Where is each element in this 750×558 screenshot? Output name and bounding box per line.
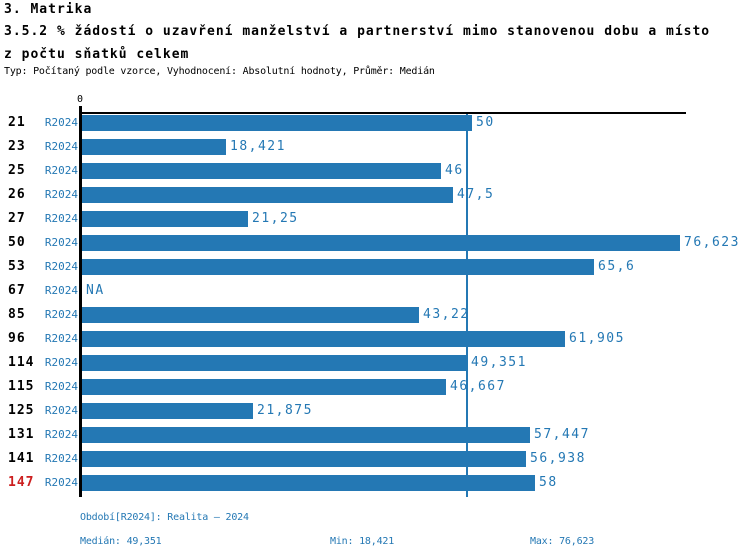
- bar-value-label: 46,667: [450, 379, 506, 394]
- chart-row: 147 R2024 58: [0, 475, 750, 491]
- row-category-label: 125: [8, 403, 35, 418]
- chart-row: 27 R2024 21,25: [0, 211, 750, 227]
- row-category-label: 131: [8, 427, 35, 442]
- bar: [82, 139, 226, 155]
- chart-row: 21 R2024 50: [0, 115, 750, 131]
- indicator-title-line1: 3.5.2 % žádostí o uzavření manželství a …: [4, 24, 711, 39]
- row-series-label: R2024: [44, 404, 78, 417]
- bar-value-label: 21,875: [257, 403, 313, 418]
- row-series-label: R2024: [44, 188, 78, 201]
- row-series-label: R2024: [44, 356, 78, 369]
- y-axis-line: [79, 106, 82, 497]
- row-category-label: 21: [8, 115, 26, 130]
- chart-row: 125 R2024 21,875: [0, 403, 750, 419]
- row-category-label: 27: [8, 211, 26, 226]
- row-series-label: R2024: [44, 284, 78, 297]
- bar-value-label: 58: [539, 475, 558, 490]
- chart-row: 67 R2024 NA: [0, 283, 750, 299]
- bar: [82, 451, 526, 467]
- bar-value-label: 65,6: [598, 259, 636, 274]
- bar-value-label: 61,905: [569, 331, 625, 346]
- row-series-label: R2024: [44, 260, 78, 273]
- median-stat: Medián: 49,351: [80, 536, 162, 547]
- bar: [82, 163, 441, 179]
- bar: [82, 235, 680, 251]
- row-series-label: R2024: [44, 236, 78, 249]
- chart-row: 26 R2024 47,5: [0, 187, 750, 203]
- bar: [82, 427, 530, 443]
- chart-row: 115 R2024 46,667: [0, 379, 750, 395]
- chart-row: 96 R2024 61,905: [0, 331, 750, 347]
- row-category-label: 25: [8, 163, 26, 178]
- period-legend: Období[R2024]: Realita – 2024: [80, 512, 249, 523]
- bar: [82, 115, 472, 131]
- chart-row: 141 R2024 56,938: [0, 451, 750, 467]
- max-stat: Max: 76,623: [530, 536, 595, 547]
- row-category-label: 147: [8, 475, 35, 490]
- bar: [82, 379, 446, 395]
- row-series-label: R2024: [44, 164, 78, 177]
- report-section-title: 3. Matrika: [4, 2, 93, 17]
- row-category-label: 50: [8, 235, 26, 250]
- bar: [82, 307, 419, 323]
- bar: [82, 355, 467, 371]
- bar: [82, 187, 453, 203]
- row-series-label: R2024: [44, 428, 78, 441]
- bar-value-label: 49,351: [471, 355, 527, 370]
- row-category-label: 53: [8, 259, 26, 274]
- bar-value-label: 47,5: [457, 187, 495, 202]
- chart-row: 50 R2024 76,623: [0, 235, 750, 251]
- chart-row: 85 R2024 43,22: [0, 307, 750, 323]
- row-category-label: 23: [8, 139, 26, 154]
- bar: [82, 475, 535, 491]
- na-value-label: NA: [86, 283, 105, 298]
- bar-value-label: 76,623: [684, 235, 740, 250]
- bar: [82, 403, 253, 419]
- bar-value-label: 43,22: [423, 307, 470, 322]
- row-category-label: 67: [8, 283, 26, 298]
- bar-value-label: 50: [476, 115, 495, 130]
- bar-value-label: 21,25: [252, 211, 299, 226]
- bar: [82, 331, 565, 347]
- chart-meta-subtitle: Typ: Počítaný podle vzorce, Vyhodnocení:…: [4, 66, 435, 77]
- chart-row: 23 R2024 18,421: [0, 139, 750, 155]
- bar-value-label: 18,421: [230, 139, 286, 154]
- chart-row: 114 R2024 49,351: [0, 355, 750, 371]
- row-series-label: R2024: [44, 308, 78, 321]
- row-series-label: R2024: [44, 116, 78, 129]
- chart-row: 53 R2024 65,6: [0, 259, 750, 275]
- median-reference-line: [466, 114, 468, 497]
- row-series-label: R2024: [44, 452, 78, 465]
- bar: [82, 211, 248, 227]
- bar: [82, 259, 594, 275]
- row-category-label: 115: [8, 379, 35, 394]
- row-category-label: 96: [8, 331, 26, 346]
- row-category-label: 141: [8, 451, 35, 466]
- row-category-label: 114: [8, 355, 35, 370]
- row-series-label: R2024: [44, 332, 78, 345]
- row-series-label: R2024: [44, 140, 78, 153]
- row-category-label: 85: [8, 307, 26, 322]
- indicator-title-line2: z počtu sňatků celkem: [4, 47, 190, 62]
- row-category-label: 26: [8, 187, 26, 202]
- chart-row: 25 R2024 46: [0, 163, 750, 179]
- x-axis-top-border: [80, 112, 686, 114]
- chart-row: 131 R2024 57,447: [0, 427, 750, 443]
- row-series-label: R2024: [44, 476, 78, 489]
- min-stat: Min: 18,421: [330, 536, 395, 547]
- bar-value-label: 56,938: [530, 451, 586, 466]
- bar-value-label: 46: [445, 163, 464, 178]
- bar-value-label: 57,447: [534, 427, 590, 442]
- row-series-label: R2024: [44, 380, 78, 393]
- row-series-label: R2024: [44, 212, 78, 225]
- axis-zero-label: 0: [76, 94, 84, 105]
